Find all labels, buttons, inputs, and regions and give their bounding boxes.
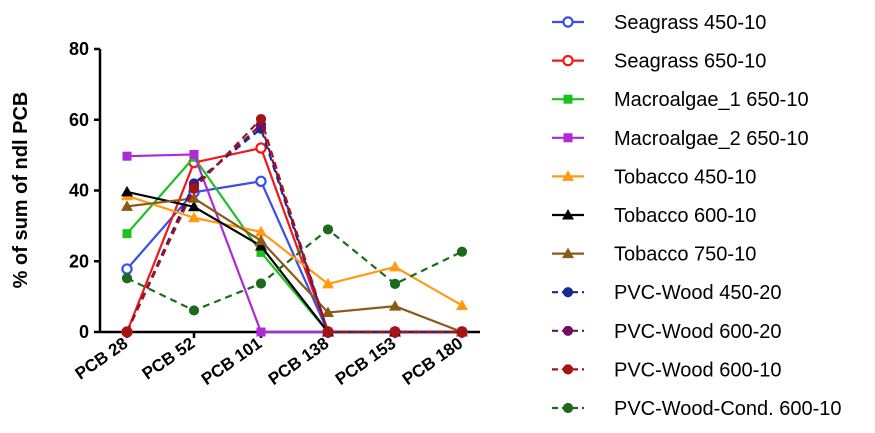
- series-line: [126, 228, 463, 312]
- series-5: [121, 189, 468, 310]
- data-point: [389, 300, 401, 311]
- legend-marker: [562, 247, 574, 259]
- y-tick-label: 80: [69, 39, 89, 59]
- data-point: [255, 278, 267, 289]
- legend: Seagrass 450-10 Seagrass 650-10 Macroalgae…: [552, 12, 842, 420]
- legend-marker: [562, 402, 574, 414]
- data-point: [188, 192, 200, 203]
- data-point: [456, 246, 468, 257]
- series-9: [121, 119, 468, 338]
- series-10: [121, 113, 468, 338]
- legend-marker: [562, 54, 574, 67]
- series-line: [126, 156, 462, 334]
- legend-marker: [563, 94, 573, 104]
- data-point: [322, 306, 334, 318]
- data-point: [121, 326, 133, 338]
- legend-item: Tobacco 600-10: [552, 205, 756, 227]
- legend-label: Tobacco 750-10: [614, 244, 756, 266]
- legend-marker: [562, 287, 574, 298]
- legend-label: Macroalgae_2 650-10: [614, 128, 809, 150]
- data-point: [389, 326, 401, 338]
- data-point: [189, 149, 199, 159]
- legend-item: PVC-Wood 600-20: [552, 321, 782, 343]
- data-point: [456, 326, 468, 338]
- data-point: [188, 200, 200, 212]
- data-point: [256, 327, 266, 337]
- legend-item: Tobacco 450-10: [552, 166, 756, 188]
- series-line: [126, 197, 463, 334]
- x-tick-label: PCB 153: [332, 334, 399, 389]
- data-point: [389, 260, 401, 272]
- legend-label: PVC-Wood-Cond. 600-10: [614, 398, 842, 420]
- data-point: [389, 278, 401, 289]
- data-point: [188, 211, 200, 223]
- legend-marker: [562, 170, 574, 181]
- data-point: [322, 277, 334, 289]
- series-line: [126, 117, 462, 334]
- series-2: [121, 142, 468, 338]
- y-axis-label: % of sum of ndl PCB: [10, 92, 32, 289]
- legend-item: PVC-Wood-Cond. 600-10: [552, 398, 842, 420]
- legend-marker: [562, 325, 574, 336]
- data-point: [121, 185, 133, 197]
- legend-label: Seagrass 650-10: [614, 51, 766, 73]
- data-point: [121, 263, 133, 275]
- y-tick-label: 20: [69, 251, 89, 271]
- legend-item: Seagrass 650-10: [552, 51, 766, 73]
- data-point: [122, 151, 132, 161]
- legend-label: Tobacco 600-10: [614, 205, 756, 227]
- legend-marker: [562, 364, 574, 375]
- series-3: [122, 152, 467, 337]
- legend-item: PVC-Wood 600-10: [552, 359, 782, 381]
- series-11: [121, 224, 468, 316]
- x-tick-label: PCB 52: [139, 334, 199, 384]
- legend-item: Macroalgae_1 650-10: [552, 89, 809, 111]
- legend-marker: [563, 133, 573, 143]
- legend-marker: [562, 16, 574, 28]
- data-point: [322, 224, 334, 235]
- data-point: [188, 183, 200, 194]
- data-point: [255, 225, 267, 237]
- legend-label: PVC-Wood 600-20: [614, 321, 782, 343]
- legend-label: PVC-Wood 450-20: [614, 282, 782, 304]
- legend-label: Macroalgae_1 650-10: [614, 89, 809, 111]
- data-point: [256, 247, 266, 257]
- data-point: [255, 175, 267, 188]
- legend-item: PVC-Wood 450-20: [552, 282, 782, 304]
- legend-item: Seagrass 450-10: [552, 12, 766, 34]
- legend-label: Seagrass 450-10: [614, 12, 766, 34]
- data-point: [322, 326, 334, 338]
- data-point: [255, 234, 267, 246]
- data-point: [121, 200, 133, 211]
- data-point: [188, 305, 200, 316]
- x-tick-label: PCB 180: [399, 334, 466, 389]
- data-point: [122, 229, 132, 239]
- legend-label: Tobacco 450-10: [614, 166, 756, 188]
- data-point: [255, 240, 267, 251]
- series-7: [121, 192, 468, 337]
- data-point: [121, 273, 133, 284]
- x-tick-label: PCB 138: [265, 334, 332, 389]
- series-line: [126, 194, 463, 307]
- legend-marker: [562, 209, 574, 220]
- x-tick-label: PCB 101: [198, 334, 265, 389]
- y-tick-label: 40: [69, 181, 89, 201]
- data-point: [255, 113, 267, 125]
- data-point: [456, 299, 468, 310]
- y-tick-label: 0: [79, 322, 89, 342]
- data-point: [255, 142, 267, 154]
- legend-item: Tobacco 750-10: [552, 244, 756, 266]
- legend-item: Macroalgae_2 650-10: [552, 128, 809, 150]
- y-tick-label: 60: [69, 110, 89, 130]
- legend-label: PVC-Wood 600-10: [614, 359, 782, 381]
